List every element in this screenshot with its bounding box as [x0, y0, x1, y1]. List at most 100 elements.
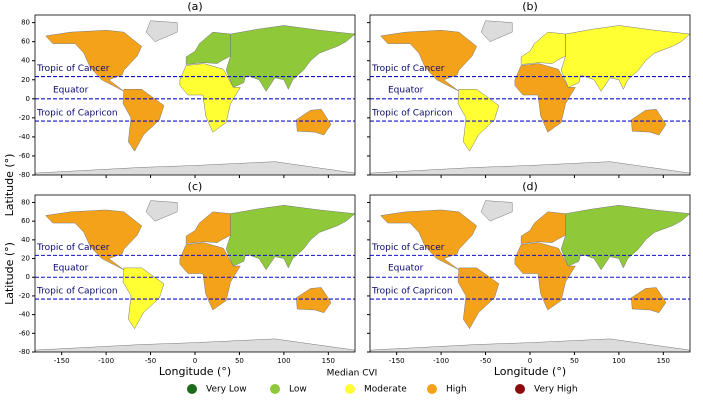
x-axis-label: Longitude (°) — [494, 365, 566, 378]
landmass — [185, 31, 231, 65]
legend-label: Moderate — [364, 385, 407, 395]
x-tick-label: -50 — [480, 357, 491, 365]
y-tick-label: 0 — [26, 273, 30, 281]
reference-label: Equator — [388, 85, 424, 95]
y-tick-label: 60 — [21, 217, 30, 225]
y-tick-label: 20 — [21, 255, 30, 263]
x-tick-label: -100 — [433, 357, 449, 365]
x-axis-label: Longitude (°) — [159, 365, 231, 378]
x-tick-label: -50 — [145, 357, 156, 365]
reference-label: Tropic of Capricon — [371, 287, 453, 297]
landmass — [631, 287, 667, 314]
landmass — [45, 209, 142, 270]
reference-label: Tropic of Cancer — [36, 64, 110, 74]
legend-marker — [270, 384, 280, 394]
y-tick-label: -80 — [19, 348, 30, 356]
landmass — [380, 29, 477, 92]
x-tick-label: 150 — [322, 357, 335, 365]
landmass — [145, 20, 178, 42]
reference-label: Equator — [53, 85, 89, 95]
landmass — [45, 29, 142, 92]
x-tick-label: 0 — [193, 357, 197, 365]
landmass — [631, 109, 667, 136]
landmass — [380, 209, 477, 270]
landmass — [370, 338, 690, 352]
legend-label: Very Low — [206, 385, 247, 395]
legend-label: Low — [289, 385, 307, 395]
reference-label: Tropic of Cancer — [36, 243, 110, 253]
x-tick-label: 150 — [657, 357, 670, 365]
x-tick-label: 100 — [612, 357, 625, 365]
reference-label: Tropic of Cancer — [371, 64, 445, 74]
y-axis-label: Latitude (°) — [3, 154, 16, 217]
y-tick-label: -60 — [19, 152, 30, 160]
panel-title: (b) — [522, 0, 538, 13]
reference-label: Equator — [388, 264, 424, 274]
map — [370, 20, 690, 175]
reference-label: Tropic of Capricon — [371, 109, 453, 119]
landmass — [457, 267, 500, 330]
landmass — [35, 161, 355, 175]
landmass — [179, 63, 241, 133]
x-tick-label: 50 — [235, 357, 244, 365]
y-tick-label: 0 — [26, 95, 30, 103]
landmass — [225, 25, 355, 92]
landmass — [457, 89, 500, 152]
landmass — [560, 205, 690, 271]
legend-title: Median CVI — [327, 369, 378, 379]
map — [35, 200, 355, 352]
landmass — [514, 242, 576, 311]
landmass — [480, 20, 513, 42]
landmass — [296, 287, 332, 314]
x-tick-label: 100 — [277, 357, 290, 365]
legend-marker — [515, 384, 525, 394]
x-tick-label: -100 — [98, 357, 114, 365]
legend-label: Very High — [534, 385, 578, 395]
x-tick-label: -150 — [389, 357, 405, 365]
x-tick-label: -150 — [54, 357, 70, 365]
landmass — [225, 205, 355, 271]
panel-title: (d) — [522, 180, 538, 193]
y-tick-label: -60 — [19, 329, 30, 337]
map — [370, 200, 690, 352]
landmass — [179, 242, 241, 311]
reference-label: Tropic of Capricon — [36, 287, 118, 297]
landmass — [35, 338, 355, 352]
y-tick-label: 40 — [21, 236, 30, 244]
reference-label: Tropic of Capricon — [36, 109, 118, 119]
reference-label: Tropic of Cancer — [371, 243, 445, 253]
landmass — [480, 200, 513, 222]
panel-title: (c) — [188, 180, 203, 193]
landmass — [370, 161, 690, 175]
y-tick-label: -40 — [19, 311, 30, 319]
landmass — [122, 267, 165, 330]
panel-title: (a) — [187, 0, 202, 13]
landmass — [520, 31, 566, 65]
landmass — [560, 25, 690, 92]
landmass — [296, 109, 332, 136]
landmass — [514, 63, 576, 133]
y-tick-label: -20 — [19, 114, 30, 122]
map — [35, 20, 355, 175]
landmass — [185, 211, 231, 244]
y-tick-label: 60 — [21, 38, 30, 46]
y-tick-label: -80 — [19, 171, 30, 179]
y-tick-label: 20 — [21, 76, 30, 84]
landmass — [122, 89, 165, 152]
legend-label: High — [446, 385, 467, 395]
landmass — [145, 200, 178, 222]
y-tick-label: -20 — [19, 292, 30, 300]
legend-marker — [345, 384, 355, 394]
y-tick-label: 80 — [21, 19, 30, 27]
landmass — [520, 211, 566, 244]
y-tick-label: 80 — [21, 198, 30, 206]
x-tick-label: 0 — [528, 357, 532, 365]
y-axis-label: Latitude (°) — [3, 242, 16, 305]
y-tick-label: -40 — [19, 133, 30, 141]
legend-marker — [427, 384, 437, 394]
reference-label: Equator — [53, 264, 89, 274]
legend-marker — [187, 384, 197, 394]
y-tick-label: 40 — [21, 57, 30, 65]
x-tick-label: 50 — [570, 357, 579, 365]
